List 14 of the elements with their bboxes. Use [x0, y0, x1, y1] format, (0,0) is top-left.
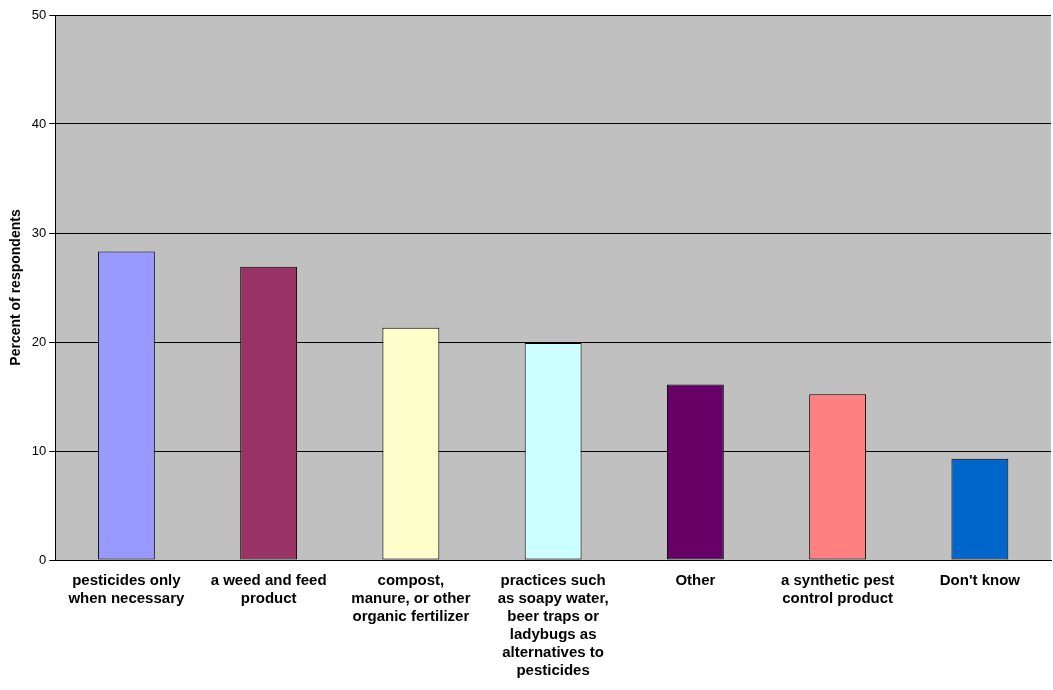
x-tick-label: Other	[675, 571, 716, 589]
x-tick-label: practices such as soapy water, beer traps or ladybugs as alternatives to pesticides	[497, 571, 609, 679]
y-tick-label: 20	[31, 333, 47, 349]
x-tick-label: Don't know	[939, 571, 1021, 589]
y-axis-title: Percent of respondents	[7, 209, 24, 366]
x-tick-label: compost, manure, or other organic fertilizer	[351, 571, 471, 625]
y-tick-label: 40	[31, 115, 47, 131]
x-tick-label: a weed and feed product	[210, 571, 327, 607]
y-tick-label: 0	[39, 551, 47, 567]
x-tick-label: pesticides only when necessary	[67, 571, 185, 607]
x-tick-label: a synthetic pest control product	[780, 571, 895, 607]
y-tick-label: 30	[31, 224, 47, 240]
y-tick-label: 50	[31, 6, 47, 22]
y-tick-label: 10	[31, 442, 47, 458]
